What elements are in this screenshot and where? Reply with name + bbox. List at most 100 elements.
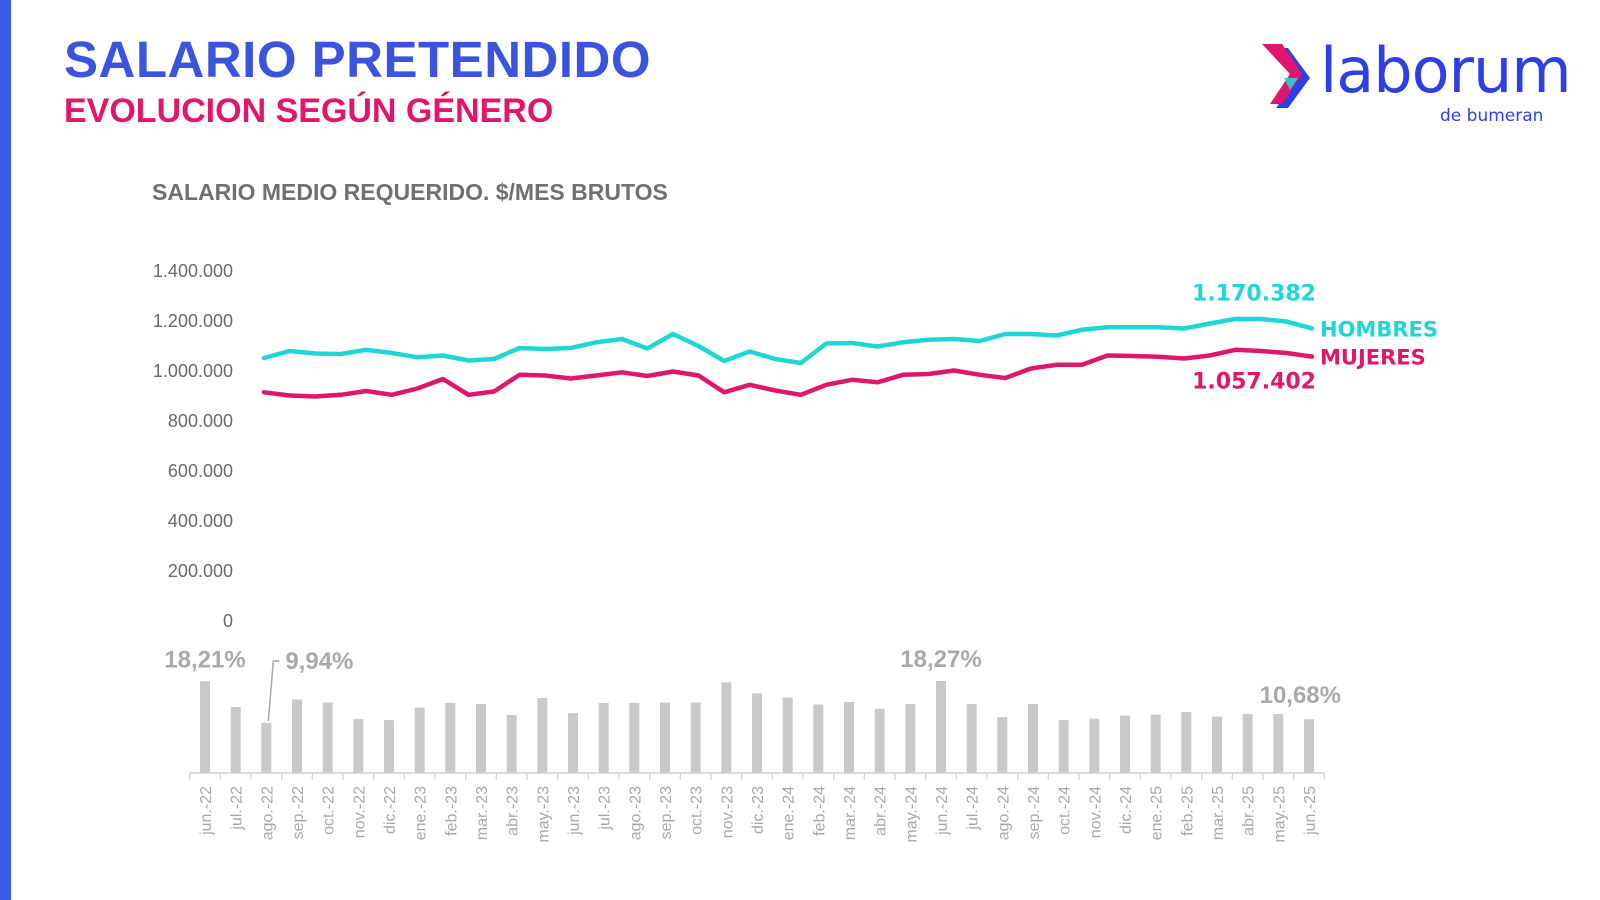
x-tick-label: feb.-24 bbox=[811, 786, 828, 836]
gap-bar bbox=[598, 703, 609, 773]
x-tick-label: nov.-24 bbox=[1087, 786, 1104, 838]
y-tick-label: 1.200.000 bbox=[153, 311, 233, 331]
gap-bar bbox=[1273, 714, 1284, 773]
gap-label: 9,94% bbox=[285, 648, 353, 675]
logo-wordmark: laborum bbox=[1320, 34, 1572, 107]
x-tick-label: oct.-24 bbox=[1057, 786, 1074, 835]
x-tick-label: sep.-22 bbox=[290, 786, 307, 839]
gap-bar bbox=[506, 715, 517, 773]
hombres-end-value: 1.170.382 bbox=[1192, 281, 1316, 306]
gap-bar bbox=[844, 702, 854, 773]
gap-bar bbox=[966, 704, 977, 773]
gap-bar bbox=[905, 704, 916, 773]
x-tick-label: feb.-25 bbox=[1179, 786, 1196, 836]
gap-bar bbox=[353, 719, 364, 773]
gap-bar bbox=[322, 702, 333, 773]
gap-bar bbox=[690, 702, 701, 773]
x-tick-label: may.-25 bbox=[1271, 786, 1288, 843]
x-tick-label: dic.-24 bbox=[1118, 786, 1135, 834]
gap-bar bbox=[445, 703, 456, 773]
x-tick-label: ago.-23 bbox=[627, 786, 644, 840]
gap-bar bbox=[660, 702, 670, 773]
gap-bar bbox=[721, 682, 732, 773]
laborum-logo: laborum de bumeran bbox=[1262, 34, 1572, 130]
gap-label: 18,21% bbox=[164, 646, 245, 673]
gap-bar bbox=[874, 709, 885, 773]
gap-bar bbox=[1058, 720, 1069, 773]
x-tick-label: sep.-23 bbox=[658, 786, 675, 839]
x-tick-label: jul.-22 bbox=[229, 786, 246, 831]
series-line-hombres bbox=[261, 316, 1315, 366]
x-tick-label: jun.-22 bbox=[198, 786, 215, 836]
y-tick-label: 200.000 bbox=[168, 561, 233, 581]
gap-bar bbox=[629, 703, 640, 773]
x-tick-label: oct.-23 bbox=[689, 786, 706, 835]
x-tick-label: dic.-22 bbox=[382, 786, 399, 834]
chart-title: SALARIO MEDIO REQUERIDO. $/MES BRUTOS bbox=[152, 179, 668, 205]
x-tick-label: abr.-23 bbox=[505, 786, 522, 836]
gap-bar bbox=[813, 704, 824, 773]
gap-bar bbox=[752, 693, 762, 773]
hombres-label: HOMBRES bbox=[1320, 317, 1438, 341]
y-tick-label: 600.000 bbox=[168, 461, 233, 481]
logo-tagline: de bumeran bbox=[1440, 106, 1544, 126]
gap-bar bbox=[537, 698, 548, 773]
x-tick-label: ago.-22 bbox=[259, 786, 276, 840]
x-tick-label: ene.-23 bbox=[413, 786, 430, 840]
gap-label: 10,68% bbox=[1260, 682, 1341, 709]
x-tick-label: jul.-23 bbox=[597, 786, 614, 831]
chevron-arrow-icon bbox=[1262, 44, 1310, 108]
gap-bar bbox=[200, 681, 210, 773]
x-tick-label: mar.-23 bbox=[474, 786, 491, 840]
x-tick-label: jun.-25 bbox=[1302, 786, 1319, 836]
callout-line bbox=[267, 660, 280, 722]
gap-bar bbox=[936, 681, 946, 773]
gap-bar bbox=[230, 707, 241, 773]
gap-bar bbox=[568, 713, 578, 773]
gap-bar bbox=[292, 699, 302, 773]
page-subtitle: EVOLUCION SEGÚN GÉNERO bbox=[64, 92, 554, 130]
x-tick-label: abr.-24 bbox=[873, 786, 890, 836]
accent-bar bbox=[0, 0, 11, 900]
y-tick-label: 1.400.000 bbox=[153, 261, 233, 281]
gap-bar bbox=[476, 704, 486, 773]
gap-bar bbox=[414, 707, 425, 773]
x-tick-label: jul.-24 bbox=[965, 786, 982, 831]
mujeres-end-value: 1.057.402 bbox=[1192, 370, 1316, 395]
x-tick-label: mar.-25 bbox=[1210, 786, 1227, 840]
y-tick-label: 1.000.000 bbox=[153, 361, 233, 381]
gap-bar bbox=[997, 717, 1008, 773]
gap-bar bbox=[1242, 714, 1253, 773]
x-tick-label: dic.-23 bbox=[750, 786, 767, 834]
gap-bar bbox=[1028, 704, 1038, 773]
gap-bar bbox=[782, 697, 793, 773]
gap-bar bbox=[261, 722, 272, 773]
gap-bar bbox=[1181, 712, 1192, 773]
y-tick-label: 400.000 bbox=[168, 511, 233, 531]
gap-bar bbox=[384, 720, 394, 773]
x-tick-label: sep.-24 bbox=[1026, 786, 1043, 839]
x-tick-label: ene.-24 bbox=[781, 786, 798, 840]
x-tick-label: ene.-25 bbox=[1149, 786, 1166, 840]
y-tick-label: 0 bbox=[223, 611, 233, 631]
x-tick-label: nov.-22 bbox=[351, 786, 368, 838]
gap-label: 18,27% bbox=[900, 646, 981, 673]
gap-bar bbox=[1304, 719, 1314, 773]
y-tick-label: 800.000 bbox=[168, 411, 233, 431]
x-tick-label: jun.-23 bbox=[566, 786, 583, 836]
x-tick-label: may.-23 bbox=[535, 786, 552, 843]
x-tick-label: may.-24 bbox=[903, 786, 920, 843]
gap-bar bbox=[1212, 716, 1222, 773]
x-tick-label: abr.-25 bbox=[1241, 786, 1258, 836]
gap-bar bbox=[1089, 718, 1100, 773]
x-tick-label: ago.-24 bbox=[995, 786, 1012, 840]
gap-bar bbox=[1150, 714, 1161, 773]
x-tick-label: oct.-22 bbox=[321, 786, 338, 835]
x-tick-label: nov.-23 bbox=[719, 786, 736, 838]
page-title: SALARIO PRETENDIDO bbox=[64, 31, 652, 88]
x-tick-label: feb.-23 bbox=[443, 786, 460, 836]
gap-bar bbox=[1120, 715, 1130, 773]
x-tick-label: jun.-24 bbox=[934, 786, 951, 836]
series-line-mujeres bbox=[261, 347, 1315, 399]
